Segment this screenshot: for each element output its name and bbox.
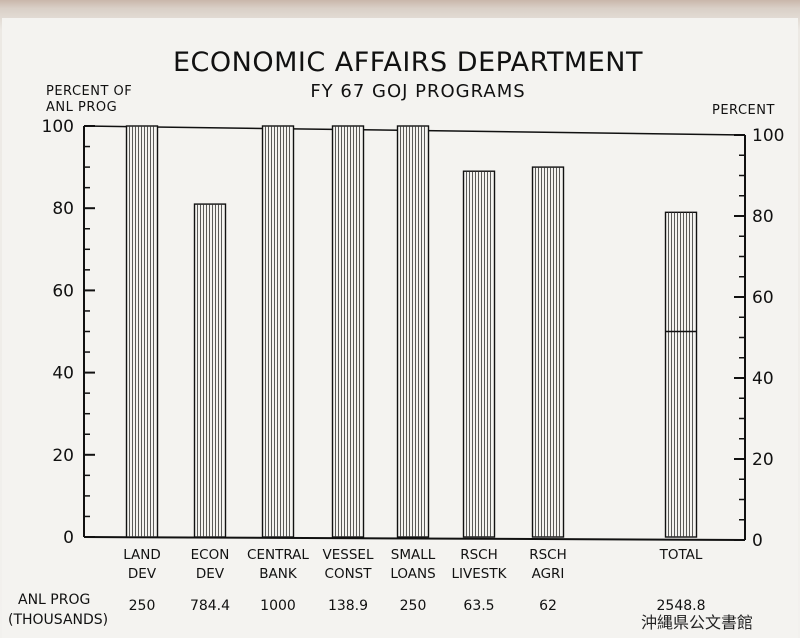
left-axis-title-line1: PERCENT OF	[46, 84, 132, 99]
bar	[125, 125, 159, 538]
anl-prog-value: 62	[539, 598, 557, 614]
left-tick-label: 80	[52, 199, 74, 219]
bars	[125, 125, 698, 538]
anl-prog-value: 784.4	[190, 598, 230, 614]
bar-outline	[261, 125, 295, 538]
bar	[261, 125, 295, 538]
right-tick-label: 20	[752, 450, 774, 470]
anl-prog-label-line2: (THOUSANDS)	[8, 612, 108, 628]
category-label-line2: DEV	[196, 566, 225, 582]
right-tick-label: 60	[752, 288, 774, 308]
category-label-line1: TOTAL	[659, 547, 703, 563]
bar	[331, 125, 365, 538]
category-label-line2: DEV	[128, 566, 157, 582]
bar	[462, 170, 496, 538]
chart-title: ECONOMIC AFFAIRS DEPARTMENT	[173, 47, 643, 78]
category-label-line2: CONST	[325, 566, 373, 582]
right-axis-title: PERCENT	[712, 103, 775, 118]
category-label-line1: ECON	[191, 547, 230, 563]
left-tick-label: 100	[42, 117, 74, 137]
archive-stamp: 沖縄県公文書館	[641, 613, 753, 632]
anl-prog-value: 250	[400, 598, 427, 614]
bar	[531, 166, 565, 538]
category-label-line1: VESSEL	[323, 547, 374, 563]
bar	[664, 211, 698, 538]
right-tick-label: 40	[752, 369, 774, 389]
left-axis-title-line2: ANL PROG	[46, 100, 117, 115]
right-tick-label: 80	[752, 207, 774, 227]
axes: 0 0 20 20 40 40 60 60 80 80 100 100	[42, 117, 785, 551]
category-label-line2: AGRI	[532, 566, 565, 582]
category-label-line1: CENTRAL	[247, 547, 309, 563]
anl-prog-value: 2548.8	[657, 598, 706, 614]
bar	[193, 203, 227, 538]
category-label-line1: LAND	[123, 547, 161, 563]
anl-prog-value: 1000	[260, 598, 296, 614]
anl-prog-value: 250	[129, 598, 156, 614]
anl-prog-label-line1: ANL PROG	[18, 592, 90, 608]
bar-outline	[193, 203, 227, 538]
left-tick-label: 0	[63, 528, 74, 548]
category-labels: LAND DEV 250 ECON DEV 784.4 CENTRAL BANK 1000 VES…	[123, 547, 705, 614]
category-label-line1: SMALL	[391, 547, 436, 563]
category-label-line2: LOANS	[390, 566, 435, 582]
anl-prog-value: 63.5	[463, 598, 494, 614]
anl-prog-value: 138.9	[328, 598, 368, 614]
bar-outline	[664, 211, 698, 538]
bar-outline	[462, 170, 496, 538]
right-tick-label: 0	[752, 531, 763, 551]
bar-outline	[125, 125, 159, 538]
chart-subtitle: FY 67 GOJ PROGRAMS	[310, 81, 525, 102]
bar	[396, 125, 430, 538]
left-tick-label: 60	[52, 281, 74, 301]
bar-outline	[331, 125, 365, 538]
bar-outline	[531, 166, 565, 538]
left-tick-label: 20	[52, 446, 74, 466]
right-tick-label: 100	[752, 126, 784, 146]
category-label-line1: RSCH	[460, 547, 498, 563]
category-label-line2: BANK	[259, 566, 298, 582]
left-tick-label: 40	[52, 364, 74, 384]
category-label-line2: LIVESTK	[452, 566, 508, 582]
category-label-line1: RSCH	[529, 547, 567, 563]
bar-outline	[396, 125, 430, 538]
